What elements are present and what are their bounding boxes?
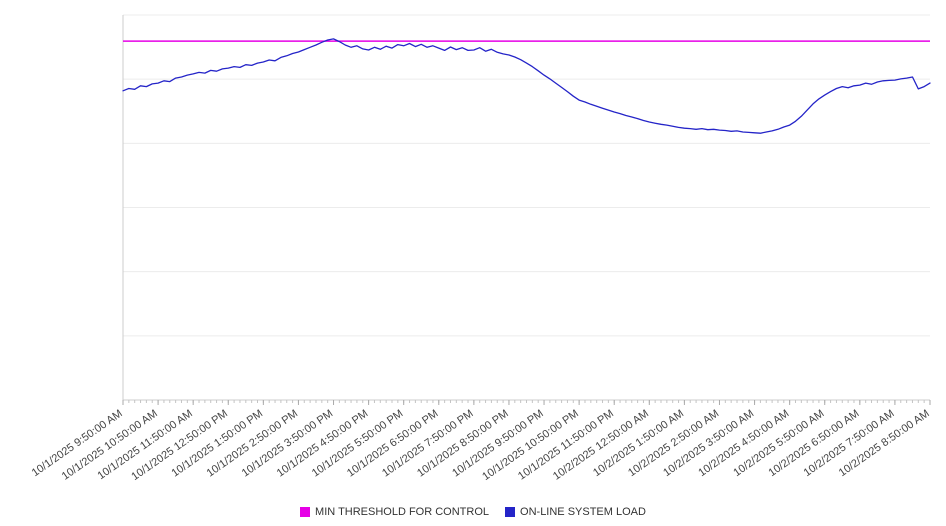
legend-label-load: ON-LINE SYSTEM LOAD	[520, 506, 646, 518]
legend-item-system-load[interactable]: ON-LINE SYSTEM LOAD	[505, 506, 646, 518]
threshold-swatch-icon	[300, 507, 311, 517]
legend: MIN THRESHOLD FOR CONTROL ON-LINE SYSTEM…	[0, 506, 946, 518]
load-swatch-icon	[505, 507, 516, 517]
system-load-line	[122, 38, 931, 134]
legend-item-min-threshold[interactable]: MIN THRESHOLD FOR CONTROL	[300, 506, 489, 518]
legend-label-threshold: MIN THRESHOLD FOR CONTROL	[315, 506, 490, 518]
